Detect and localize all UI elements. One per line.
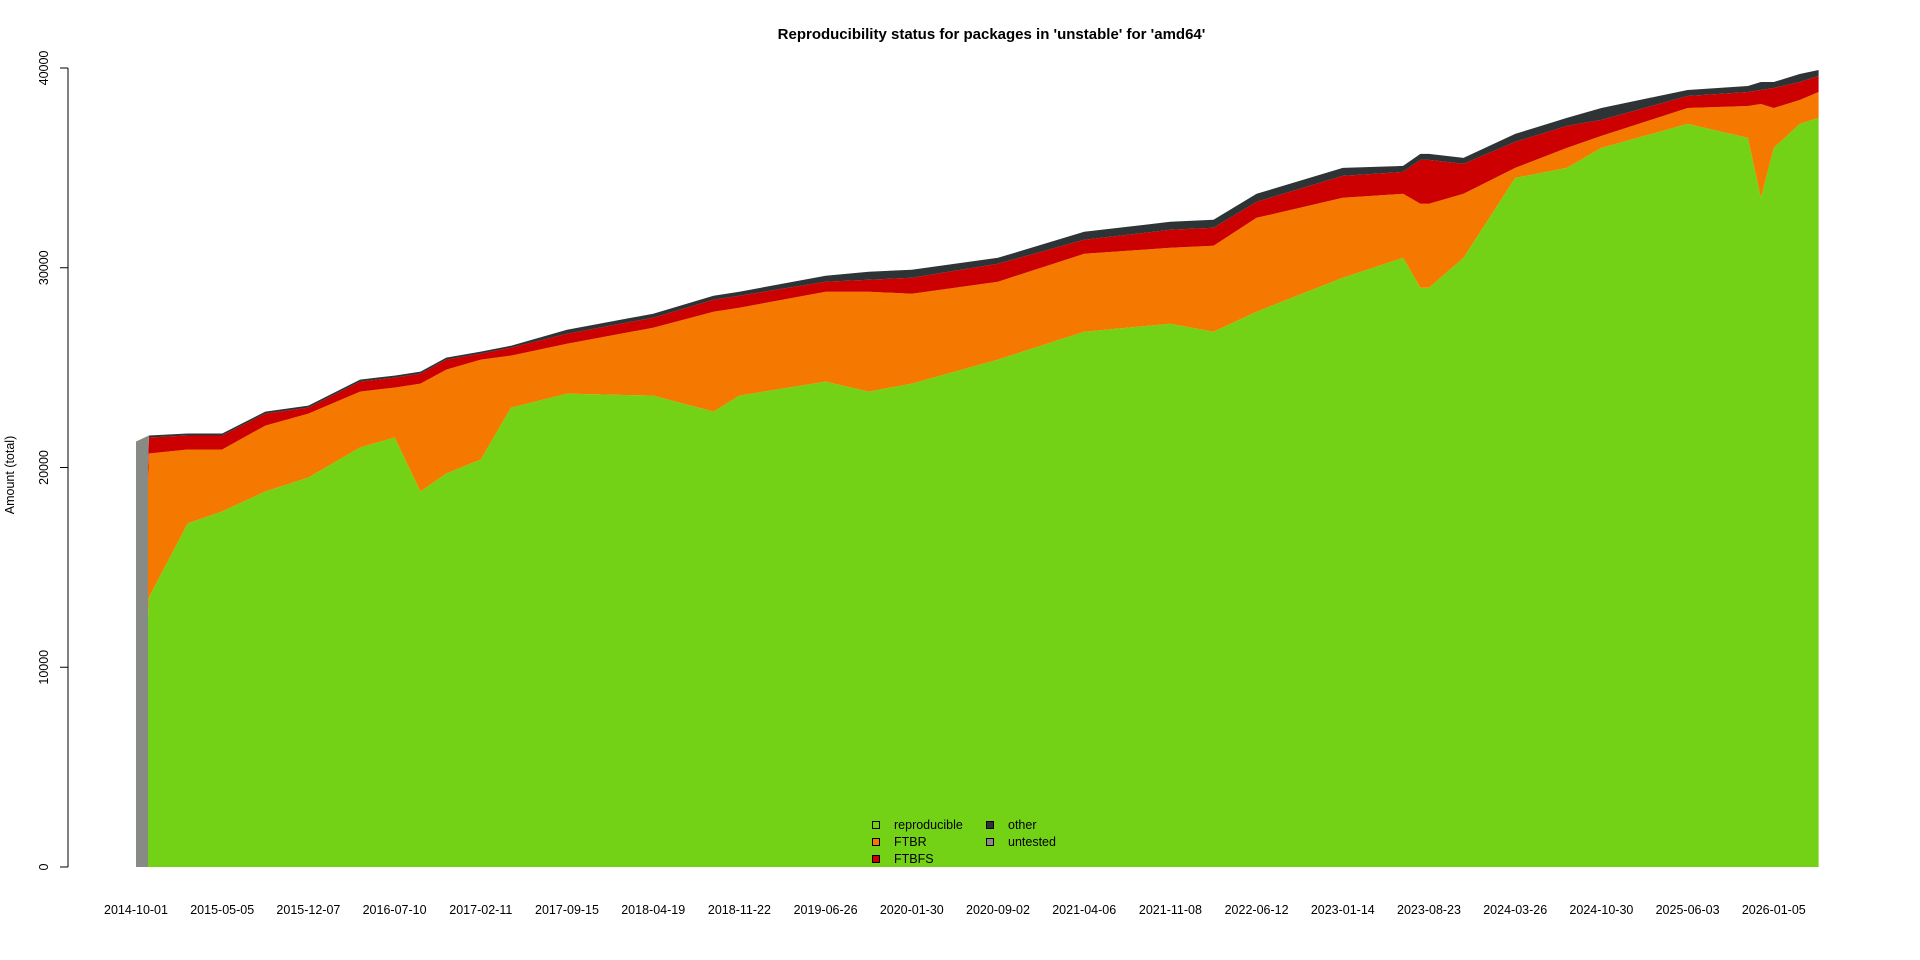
legend-swatch-ftbr [872, 838, 880, 846]
x-tick-label: 2022-06-12 [1225, 903, 1289, 917]
y-tick-label: 40000 [37, 51, 51, 86]
y-axis: 0 10000 20000 30000 40000 [37, 51, 69, 870]
area-reproducible [136, 117, 1819, 867]
x-tick-label: 2024-10-30 [1569, 903, 1633, 917]
x-tick-label: 2015-05-05 [190, 903, 254, 917]
x-tick-label: 2024-03-26 [1483, 903, 1547, 917]
x-tick-label: 2023-01-14 [1311, 903, 1375, 917]
legend-item-untested: untested [986, 834, 1056, 850]
y-tick-label: 20000 [37, 450, 51, 485]
x-tick-label: 2016-07-10 [363, 903, 427, 917]
legend-swatch-untested [986, 838, 994, 846]
x-tick-label: 2020-01-30 [880, 903, 944, 917]
legend-swatch-reproducible [872, 821, 880, 829]
x-tick-label: 2015-12-07 [276, 903, 340, 917]
x-tick-label: 2020-09-02 [966, 903, 1030, 917]
legend-item-reproducible: reproducible [872, 817, 963, 833]
x-tick-label: 2023-08-23 [1397, 903, 1461, 917]
y-tick-label: 0 [37, 863, 51, 870]
x-tick-label: 2018-11-22 [708, 903, 771, 917]
legend-label: untested [1008, 835, 1056, 849]
x-tick-label: 2017-02-11 [449, 903, 512, 917]
legend-swatch-ftbfs [872, 855, 880, 863]
legend-label: reproducible [894, 818, 963, 832]
x-tick-label: 2021-04-06 [1052, 903, 1116, 917]
x-tick-label: 2021-11-08 [1139, 903, 1202, 917]
legend-item-ftbfs: FTBFS [872, 851, 934, 867]
legend-label: FTBFS [894, 852, 934, 866]
x-tick-label: 2014-10-01 [104, 903, 168, 917]
x-tick-label: 2019-06-26 [794, 903, 858, 917]
x-tick-label: 2026-01-05 [1742, 903, 1806, 917]
x-axis: 2014-10-01 2015-05-05 2015-12-07 2016-07-10… [104, 903, 1806, 917]
x-tick-label: 2018-04-19 [621, 903, 685, 917]
x-tick-label: 2017-09-15 [535, 903, 599, 917]
y-tick-label: 10000 [37, 650, 51, 685]
legend-swatch-other [986, 821, 994, 829]
legend-item-other: other [986, 817, 1037, 833]
legend-label: other [1008, 818, 1037, 832]
untested-column [136, 441, 148, 867]
legend-item-ftbr: FTBR [872, 834, 927, 850]
legend-label: FTBR [894, 835, 927, 849]
x-tick-label: 2025-06-03 [1656, 903, 1720, 917]
stacked-areas [136, 70, 1819, 867]
chart-title: Reproducibility status for packages in '… [777, 26, 1206, 43]
y-tick-label: 30000 [37, 250, 51, 285]
